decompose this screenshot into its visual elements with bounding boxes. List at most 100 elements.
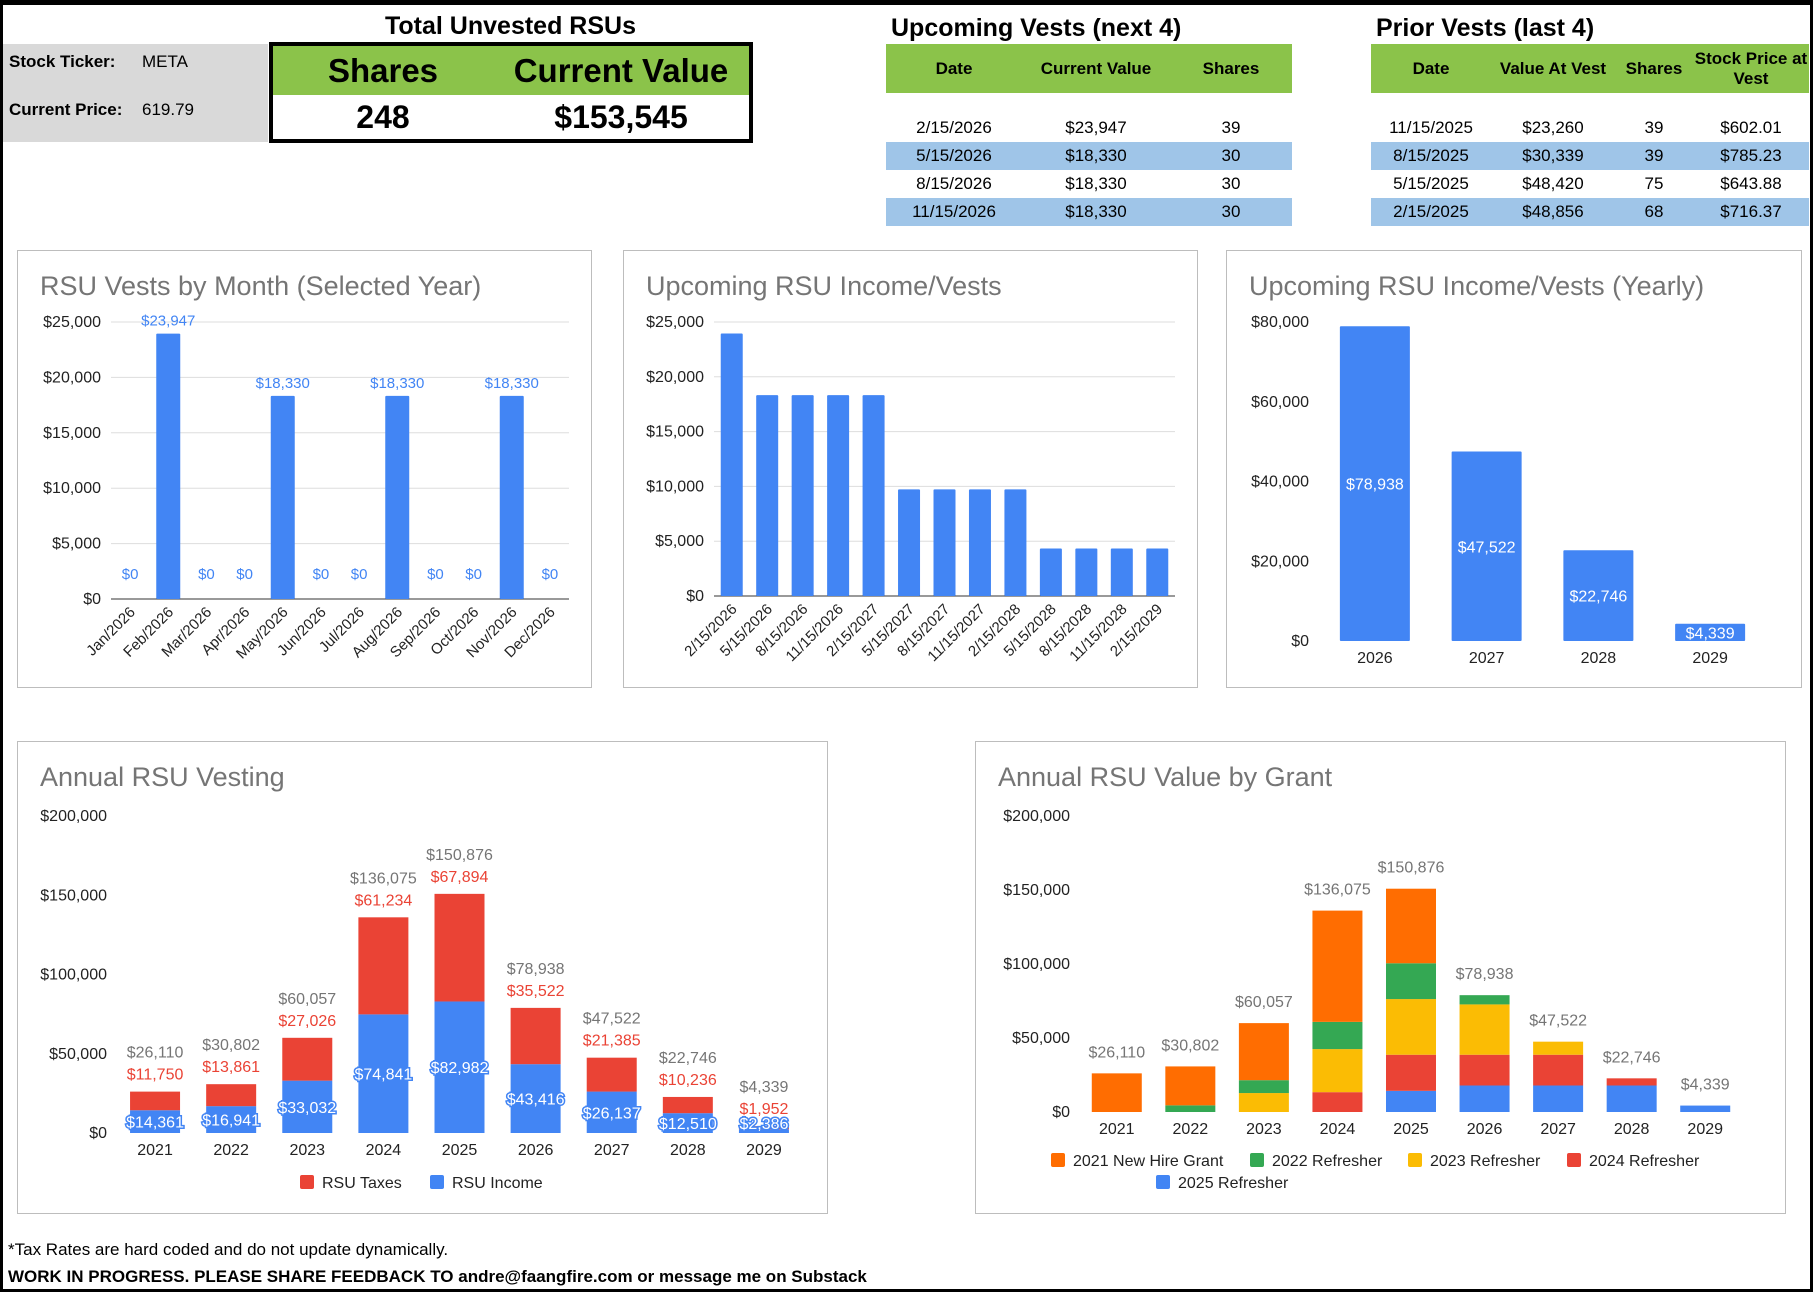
- x-tick-label: 2028: [1614, 1121, 1650, 1138]
- chart-yearly-vests[interactable]: Upcoming RSU Income/Vests (Yearly) $0 $20…: [1226, 250, 1802, 688]
- table-cell: $716.37: [1720, 202, 1782, 221]
- bar-value-label: $0: [198, 566, 215, 583]
- tax-label: $11,750: [127, 1067, 184, 1084]
- chart-annual-vesting[interactable]: Annual RSU Vesting $0 $50,000 $100,000 $150…: [17, 741, 828, 1214]
- legend-label: 2023 Refresher: [1430, 1153, 1541, 1170]
- y-tick-label: $150,000: [40, 887, 107, 904]
- bar-value-label: $0: [122, 566, 139, 583]
- column-header: Shares: [1202, 58, 1260, 78]
- chart-title: Upcoming RSU Income/Vests: [646, 271, 1002, 301]
- y-tick-label: $0: [89, 1125, 107, 1142]
- tax-note: *Tax Rates are hard coded and do not upd…: [8, 1240, 449, 1259]
- y-tick-label: $0: [1291, 633, 1309, 650]
- bar: [270, 395, 295, 599]
- legend-swatch: [1051, 1153, 1065, 1167]
- price-label: Current Price:: [9, 100, 123, 119]
- total-label: $150,876: [426, 847, 493, 864]
- bar-value-label: $18,330: [485, 375, 539, 392]
- y-tick-label: $25,000: [43, 314, 101, 331]
- bar-segment: [1386, 963, 1436, 1000]
- bar: [862, 395, 885, 596]
- x-tick-label: 2027: [1540, 1121, 1576, 1138]
- price-value[interactable]: 619.79: [142, 100, 194, 119]
- bar-segment: [1533, 1085, 1584, 1112]
- legend-label: RSU Taxes: [322, 1175, 402, 1192]
- bar: [968, 489, 991, 596]
- x-tick-label: 2027: [1469, 650, 1505, 667]
- column-header: Date: [1412, 58, 1450, 78]
- income-label: $12,510: [659, 1116, 717, 1133]
- bar-segment: [1312, 1092, 1363, 1112]
- chart-yearly-svg: $0 $20,000 $40,000 $60,000 $80,000 2026 $78,93…: [1251, 314, 1746, 667]
- ticker-value[interactable]: META: [142, 52, 188, 71]
- table-row: 2/15/2026 $23,947 39: [886, 114, 1292, 142]
- table-cell: 30: [1221, 146, 1241, 165]
- bar-segment: [1165, 1066, 1216, 1106]
- table-header: Date Current Value Shares: [886, 44, 1292, 93]
- x-tick-label: 2029: [1692, 650, 1728, 667]
- total-label: $78,938: [507, 961, 565, 978]
- y-tick-label: $0: [83, 591, 101, 608]
- bar-value-label: $18,330: [370, 375, 424, 392]
- bar-segment: [1533, 1041, 1584, 1055]
- prior-vests-title: Prior Vests (last 4): [1376, 14, 1595, 42]
- x-tick-label: 2025: [1393, 1121, 1429, 1138]
- bar: [720, 333, 743, 596]
- table-row: 8/15/2025 $30,339 39 $785.23: [1371, 142, 1809, 170]
- bar-segment: [1312, 1021, 1363, 1050]
- legend-swatch: [1156, 1175, 1170, 1189]
- total-label: $78,938: [1456, 966, 1514, 983]
- income-label: $14,361: [126, 1115, 184, 1132]
- bar: [156, 333, 181, 599]
- y-tick-label: $5,000: [52, 536, 101, 553]
- x-tick-label: 2026: [518, 1142, 554, 1159]
- bar-value-label: $18,330: [256, 375, 310, 392]
- table-cell: 68: [1644, 202, 1664, 221]
- prior-vests-table: Date Value At Vest Shares Stock Price at Ve…: [1371, 44, 1809, 226]
- table-cell: 2/15/2025: [1393, 202, 1469, 221]
- x-tick-label: 2028: [670, 1142, 706, 1159]
- chart-monthly-vests[interactable]: RSU Vests by Month (Selected Year) $0 $5,…: [17, 250, 592, 688]
- x-tick-label: 2021: [137, 1142, 173, 1159]
- bar-segment: [1459, 995, 1510, 1005]
- table-cell: 8/15/2025: [1393, 146, 1469, 165]
- bar-segment: [358, 917, 409, 1015]
- table-cell: 75: [1644, 174, 1664, 193]
- y-tick-label: $0: [686, 588, 704, 605]
- chart-title: Upcoming RSU Income/Vests (Yearly): [1249, 271, 1705, 301]
- table-cell: $23,947: [1065, 118, 1127, 137]
- y-tick-label: $0: [1052, 1104, 1070, 1121]
- total-label: $26,110: [1088, 1044, 1145, 1061]
- bar: [1451, 451, 1522, 641]
- table-cell: $23,260: [1522, 118, 1584, 137]
- table-cell: $30,339: [1522, 146, 1584, 165]
- x-tick-label: 2024: [366, 1142, 402, 1159]
- bar-segment: [1533, 1054, 1584, 1086]
- chart-upcoming-vests[interactable]: Upcoming RSU Income/Vests $0 $5,000 $10,00…: [623, 250, 1198, 688]
- bar: [933, 489, 956, 596]
- legend-swatch: [430, 1175, 444, 1189]
- x-tick-label: 2026: [1467, 1121, 1503, 1138]
- legend-swatch: [1250, 1153, 1264, 1167]
- chart-value-by-grant[interactable]: Annual RSU Value by Grant $0 $50,000 $100,…: [975, 741, 1786, 1214]
- y-tick-label: $10,000: [646, 478, 704, 495]
- legend-swatch: [1408, 1153, 1422, 1167]
- bar-segment: [1091, 1073, 1142, 1112]
- tax-label: $27,026: [278, 1013, 336, 1030]
- legend-label: 2024 Refresher: [1589, 1153, 1700, 1170]
- bar: [1563, 550, 1634, 641]
- bar-segment: [1238, 1093, 1289, 1112]
- bar-segment: [1459, 1004, 1510, 1055]
- table-row: 11/15/2025 $23,260 39 $602.01: [1371, 114, 1809, 142]
- x-tick-label: 2028: [1581, 650, 1617, 667]
- bar-segment: [586, 1057, 637, 1092]
- table-cell: $18,330: [1065, 174, 1127, 193]
- upcoming-vests-table: Date Current Value Shares 2/15/2026 $23,947 3…: [886, 44, 1292, 226]
- y-tick-label: $15,000: [646, 424, 704, 441]
- bar-segment: [1238, 1080, 1289, 1094]
- tax-label: $35,522: [507, 983, 565, 1000]
- total-label: $22,746: [1603, 1049, 1661, 1066]
- table-cell: 30: [1221, 174, 1241, 193]
- table-header: Date Value At Vest Shares Stock Price at Ve…: [1371, 44, 1809, 93]
- tax-label: $10,236: [659, 1072, 717, 1089]
